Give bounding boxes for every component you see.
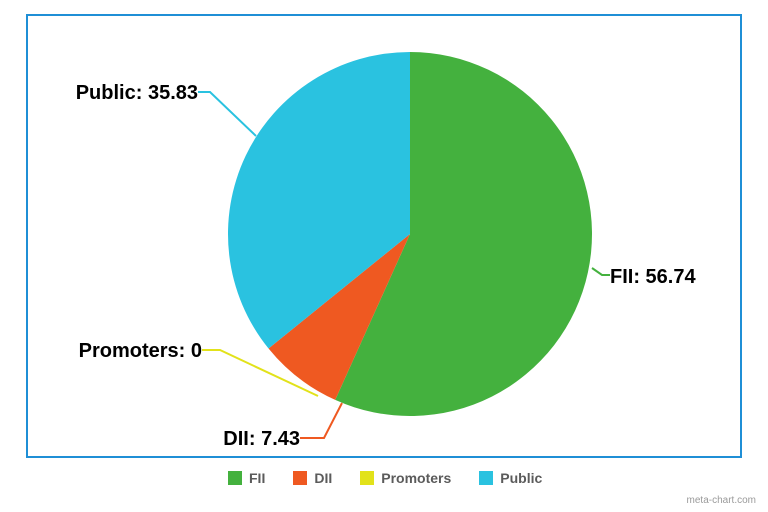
slice-label-public: Public: 35.83 [76,82,198,105]
legend-swatch-dii [293,471,307,485]
slice-label-fii: FII: 56.74 [610,266,696,289]
slice-label-promoters: Promoters: 0 [79,340,202,363]
legend-label-promoters: Promoters [381,470,451,486]
legend-swatch-fii [228,471,242,485]
slice-label-dii: DII: 7.43 [223,428,300,451]
legend-label-dii: DII [314,470,332,486]
legend-item-fii: FII [228,470,265,486]
legend-item-promoters: Promoters [360,470,451,486]
legend-item-public: Public [479,470,542,486]
legend-swatch-public [479,471,493,485]
legend-label-public: Public [500,470,542,486]
legend-item-dii: DII [293,470,332,486]
legend-swatch-promoters [360,471,374,485]
credit-text: meta-chart.com [687,495,756,506]
legend: FII DII Promoters Public [228,470,542,486]
legend-label-fii: FII [249,470,265,486]
pie-chart [0,0,768,512]
